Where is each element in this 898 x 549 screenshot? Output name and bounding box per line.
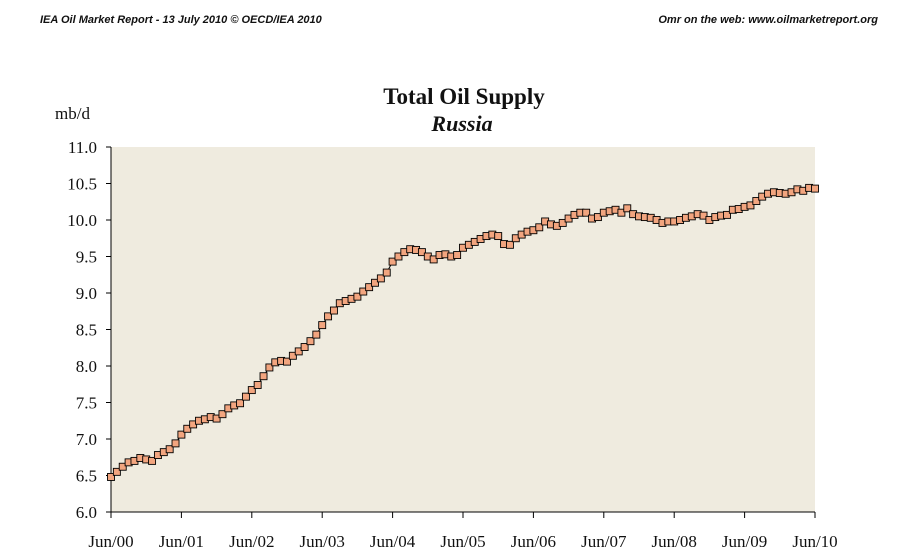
report-header-right: Omr on the web: www.oilmarketreport.org: [658, 14, 878, 26]
data-point: [535, 223, 544, 232]
data-point: [241, 392, 250, 401]
data-point: [359, 287, 368, 296]
x-tick-label: Jun/05: [440, 532, 485, 549]
data-point: [752, 197, 761, 205]
data-point: [723, 210, 731, 219]
data-point: [253, 381, 262, 389]
data-point: [312, 330, 321, 339]
data-point: [300, 343, 309, 351]
data-point: [236, 399, 245, 408]
x-tick-label: Jun/09: [722, 532, 767, 549]
data-point: [371, 278, 379, 287]
data-point: [324, 312, 333, 321]
x-tick-label: Jun/06: [511, 532, 556, 549]
data-point: [593, 213, 602, 222]
plot-area: [111, 147, 815, 512]
data-point: [811, 184, 819, 193]
data-point: [148, 456, 157, 465]
y-tick-label: 6.5: [76, 467, 97, 486]
data-point: [183, 424, 192, 433]
y-tick-label: 6.0: [76, 503, 97, 522]
data-point: [453, 251, 462, 259]
data-point: [171, 439, 180, 448]
data-point: [247, 386, 256, 395]
data-point: [118, 462, 127, 471]
data-point: [283, 357, 291, 366]
data-point: [329, 306, 338, 315]
data-point: [582, 208, 591, 217]
x-tick-label: Jun/03: [300, 532, 345, 549]
data-point: [623, 204, 632, 213]
y-axis-unit-label: mb/d: [55, 104, 90, 123]
data-point: [294, 347, 303, 356]
data-markers: [107, 183, 819, 481]
x-tick-label: Jun/00: [88, 532, 133, 549]
data-point: [746, 201, 755, 210]
data-point: [394, 252, 403, 261]
data-point: [365, 283, 374, 292]
y-tick-label: 10.5: [67, 175, 97, 194]
data-point: [699, 211, 708, 220]
y-tick-label: 7.0: [76, 430, 97, 449]
data-point: [265, 363, 274, 372]
data-point: [165, 445, 174, 454]
data-point: [429, 255, 438, 264]
y-tick-label: 9.0: [76, 284, 97, 303]
data-point: [259, 372, 268, 381]
data-point: [107, 473, 115, 481]
report-header-left: IEA Oil Market Report - 13 July 2010 © O…: [40, 14, 322, 26]
x-tick-label: Jun/07: [581, 532, 627, 549]
y-tick-label: 10.0: [67, 211, 97, 230]
data-point: [112, 467, 121, 476]
data-point: [218, 410, 227, 419]
data-point: [617, 208, 626, 217]
y-tick-label: 7.5: [76, 394, 97, 413]
y-tick-label: 8.0: [76, 357, 97, 376]
data-point: [177, 430, 186, 439]
x-tick-label: Jun/02: [229, 532, 274, 549]
data-point: [353, 292, 362, 301]
data-point: [288, 351, 297, 360]
data-point: [212, 414, 221, 423]
x-tick-label: Jun/10: [792, 532, 837, 549]
data-point: [505, 240, 514, 249]
data-point: [306, 337, 315, 346]
y-axis: 6.0 6.5 7.0 7.5 8.0 8.5 9.0 9.5 10.0 10.5 11.0: [67, 138, 112, 522]
x-axis: Jun/00 Jun/01 Jun/02 Jun/03 Jun/04 Jun/05 Jun/…: [88, 511, 838, 549]
x-tick-label: Jun/08: [652, 532, 697, 549]
data-point: [376, 274, 385, 283]
y-tick-label: 8.5: [76, 321, 97, 340]
data-point: [558, 218, 567, 227]
data-point: [417, 248, 426, 257]
data-point: [388, 257, 397, 266]
x-tick-label: Jun/01: [159, 532, 204, 549]
data-point: [494, 232, 503, 241]
chart-subtitle: Russia: [430, 111, 492, 136]
y-tick-label: 11.0: [68, 138, 97, 157]
x-tick-label: Jun/04: [370, 532, 416, 549]
y-tick-label: 9.5: [76, 248, 97, 267]
data-point: [318, 321, 327, 330]
data-point: [382, 268, 391, 277]
chart-title: Total Oil Supply: [383, 84, 545, 109]
